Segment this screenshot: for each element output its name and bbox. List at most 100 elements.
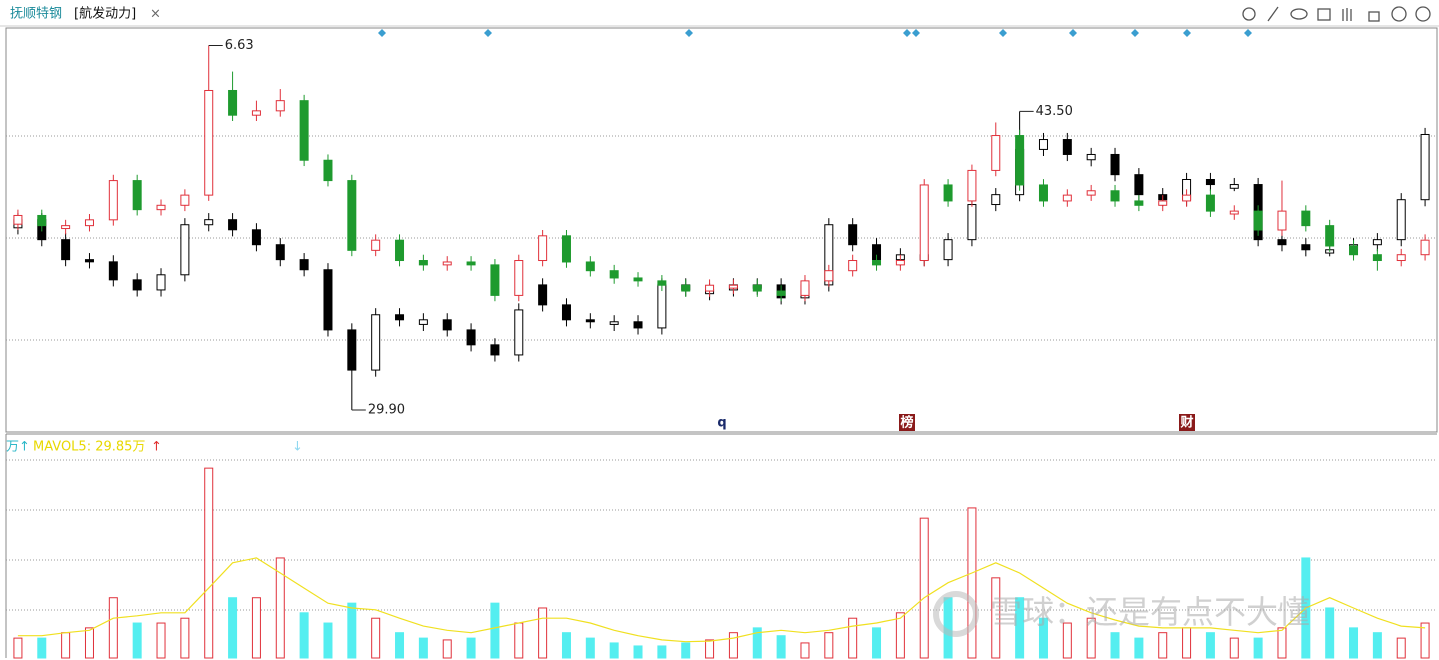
volume-bar (37, 637, 47, 659)
tab-stock[interactable]: 抚顺特钢 (10, 7, 62, 22)
volume-bar (251, 597, 261, 659)
volume-bar (418, 637, 428, 659)
candle-body (442, 319, 452, 331)
volume-bar (228, 597, 238, 659)
volume-bar (347, 602, 357, 659)
volume-bar (275, 557, 285, 659)
candle-body (156, 274, 166, 291)
candle-body (61, 239, 71, 261)
candle-body (919, 184, 929, 262)
volume-bar (132, 622, 142, 659)
candle-body (1086, 153, 1096, 161)
candle-body (466, 329, 476, 346)
candle-body (1301, 210, 1311, 227)
candle-body (705, 284, 715, 292)
volume-bar (323, 622, 333, 659)
candle-body (37, 214, 47, 227)
volume-bar (657, 645, 667, 659)
volume-bar (824, 632, 834, 659)
volume-bar (848, 617, 858, 659)
candle-body (395, 314, 405, 321)
event-marker: 财 (1180, 415, 1193, 431)
volume-bar (108, 597, 118, 659)
candle-body (1420, 239, 1430, 256)
settings-icon[interactable] (1242, 7, 1256, 21)
tab-overlay[interactable]: [航发动力] (74, 6, 136, 22)
candle-body (299, 100, 309, 161)
zoom-out-icon[interactable] (1415, 6, 1431, 22)
candle-body (1277, 239, 1287, 246)
candle-body (1396, 199, 1406, 241)
candle-body (1015, 135, 1025, 186)
candle-body (561, 235, 571, 263)
volume-bar (1253, 637, 1263, 659)
candle-body (156, 204, 166, 211)
volume-bar (1349, 627, 1359, 659)
candle-body (800, 280, 810, 296)
volume-bar (442, 639, 452, 659)
candle-body (490, 344, 500, 356)
candle-body (848, 260, 858, 272)
candle-body (824, 270, 834, 282)
candle-body (538, 235, 548, 262)
candle-body (275, 244, 285, 261)
candle-body (132, 180, 142, 211)
candle-body (609, 270, 619, 279)
candle-body (1301, 244, 1311, 251)
candle-body (1253, 210, 1263, 231)
volume-bar (299, 612, 309, 659)
candle-body (514, 309, 524, 356)
volume-bar (872, 627, 882, 659)
candle-body (1205, 179, 1215, 186)
candle-body (561, 304, 571, 321)
candle-body (61, 225, 71, 230)
candle-body (371, 314, 381, 371)
volume-bar (1396, 637, 1406, 659)
candle-body (347, 180, 357, 251)
volume-bar (13, 637, 23, 659)
event-marker: 榜 (900, 415, 913, 431)
volume-bar (514, 622, 524, 659)
candle-body (13, 214, 23, 225)
volume-bar (466, 637, 476, 659)
candle-body (681, 284, 691, 292)
volume-bar (538, 607, 548, 659)
candle-body (776, 290, 786, 296)
candle-body (1158, 200, 1168, 206)
volume-bar (561, 632, 571, 659)
volume-bar (967, 507, 977, 659)
volume-bar (204, 467, 214, 659)
volume-bar (1420, 622, 1430, 659)
candle-body (180, 194, 190, 206)
candle-body (323, 159, 333, 182)
volume-bar (61, 632, 71, 659)
toolbar (1242, 6, 1431, 22)
volume (13, 467, 1430, 659)
zoom-in-icon[interactable] (1391, 6, 1407, 22)
volume-bar (84, 627, 94, 659)
candle-body (490, 264, 500, 296)
tab-close[interactable]: × (150, 7, 161, 22)
lock-icon[interactable] (1368, 11, 1380, 22)
candle-body (180, 224, 190, 276)
draw-icon[interactable] (1267, 6, 1279, 22)
candle-body (848, 224, 858, 246)
candle-body (967, 204, 977, 241)
hand-icon[interactable] (1342, 8, 1352, 21)
box-icon[interactable] (1317, 8, 1331, 21)
candle-body (1349, 245, 1359, 256)
candle-body (752, 284, 762, 292)
extreme-label: 29.90 (368, 403, 405, 418)
candle-body (1420, 133, 1430, 201)
extreme-label: 6.63 (225, 38, 254, 53)
candle-body (633, 277, 643, 282)
candle-body (657, 284, 667, 329)
candle-body (585, 261, 595, 272)
candle-body (633, 321, 643, 329)
view-icon[interactable] (1290, 8, 1308, 20)
candle-body (1038, 184, 1048, 202)
candle-body (991, 194, 1001, 206)
candle-body (84, 219, 94, 227)
volume-bar (728, 632, 738, 659)
